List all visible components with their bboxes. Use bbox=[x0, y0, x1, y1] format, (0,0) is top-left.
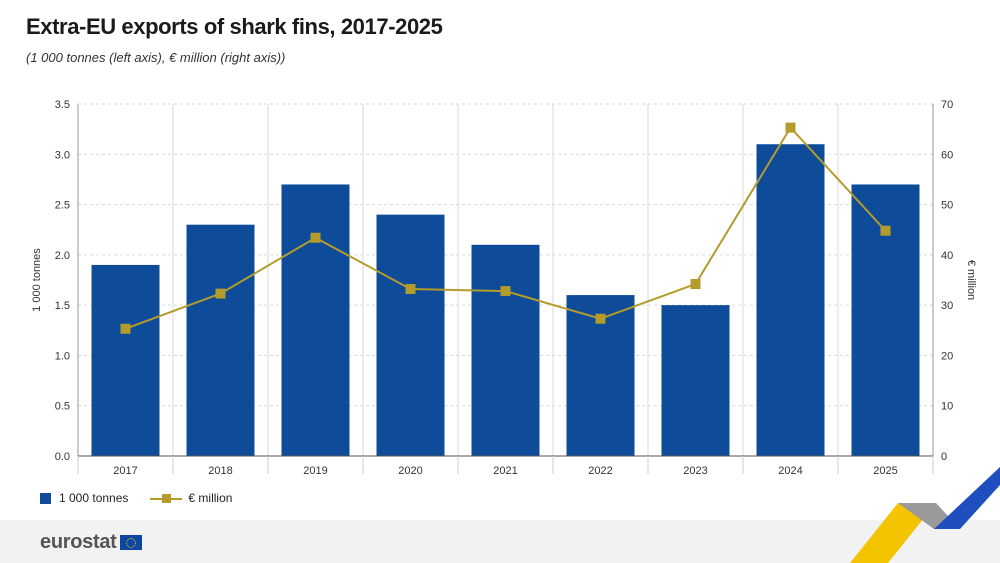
bar bbox=[851, 184, 920, 456]
line-point bbox=[120, 323, 131, 334]
chart-legend: 1 000 tonnes € million bbox=[40, 489, 254, 507]
line-point bbox=[595, 313, 606, 324]
x-tick-label: 2024 bbox=[778, 465, 802, 477]
bar bbox=[471, 244, 540, 456]
y-axis-title: 1 000 tonnes bbox=[31, 248, 43, 312]
line-point bbox=[500, 286, 511, 297]
y-tick-label: 2.5 bbox=[55, 200, 70, 212]
corner-decoration bbox=[850, 467, 1000, 563]
y2-axis-title: € million bbox=[965, 260, 977, 300]
legend-item-tonnes[interactable]: 1 000 tonnes bbox=[40, 491, 128, 505]
y2-tick-label: 20 bbox=[941, 350, 953, 362]
chart-title: Extra-EU exports of shark fins, 2017-202… bbox=[26, 14, 443, 39]
bar bbox=[281, 184, 350, 456]
x-tick-label: 2017 bbox=[113, 465, 137, 477]
blue-stripe bbox=[934, 467, 1000, 529]
bar bbox=[756, 144, 825, 456]
eurostat-logo[interactable]: eurostat bbox=[40, 531, 142, 554]
y2-tick-label: 60 bbox=[941, 149, 953, 161]
x-tick-label: 2022 bbox=[588, 465, 612, 477]
y-tick-label: 3.5 bbox=[55, 99, 70, 111]
line-point bbox=[215, 288, 226, 299]
footer: eurostat bbox=[0, 520, 1000, 563]
eu-flag-icon bbox=[119, 535, 142, 550]
x-tick-label: 2023 bbox=[683, 465, 707, 477]
chart-subtitle: (1 000 tonnes (left axis), € million (ri… bbox=[26, 50, 286, 65]
bar bbox=[91, 264, 160, 456]
chart-area: 0.0 0.5 1.0 1.5 2.0 2.5 3.0 3.5 0 10 20 30 40 50 60 70 2… bbox=[31, 99, 977, 477]
bar bbox=[376, 214, 445, 456]
y2-tick-label: 40 bbox=[941, 250, 953, 262]
x-tick-label: 2019 bbox=[303, 465, 327, 477]
legend-label-million: € million bbox=[188, 491, 233, 505]
x-tick-label: 2025 bbox=[873, 465, 897, 477]
y-tick-label: 0.5 bbox=[55, 401, 70, 413]
line-point bbox=[405, 284, 416, 295]
y2-tick-label: 50 bbox=[941, 200, 953, 212]
y2-tick-label: 70 bbox=[941, 99, 953, 111]
x-tick-label: 2020 bbox=[398, 465, 422, 477]
bar bbox=[186, 224, 255, 456]
legend-item-million[interactable]: € million bbox=[150, 491, 232, 505]
y-tick-label: 1.5 bbox=[55, 300, 70, 312]
y-tick-label: 3.0 bbox=[55, 149, 70, 161]
y2-tick-label: 0 bbox=[941, 451, 947, 463]
line-point bbox=[785, 122, 796, 133]
y-tick-label: 2.0 bbox=[55, 250, 70, 262]
legend-line-swatch bbox=[150, 493, 183, 504]
line-point bbox=[880, 225, 891, 236]
line-point bbox=[690, 279, 701, 290]
logo-text: eurostat bbox=[40, 531, 117, 553]
y-tick-label: 0.0 bbox=[55, 451, 70, 463]
y-tick-label: 1.0 bbox=[55, 350, 70, 362]
x-tick-label: 2018 bbox=[208, 465, 232, 477]
y2-tick-label: 30 bbox=[941, 300, 953, 312]
legend-bar-swatch bbox=[40, 492, 51, 504]
line-point bbox=[310, 232, 321, 243]
legend-label-tonnes: 1 000 tonnes bbox=[59, 491, 129, 505]
yellow-stripe bbox=[850, 503, 936, 563]
x-tick-label: 2021 bbox=[493, 465, 517, 477]
y2-tick-label: 10 bbox=[941, 401, 953, 413]
bar bbox=[661, 305, 730, 456]
